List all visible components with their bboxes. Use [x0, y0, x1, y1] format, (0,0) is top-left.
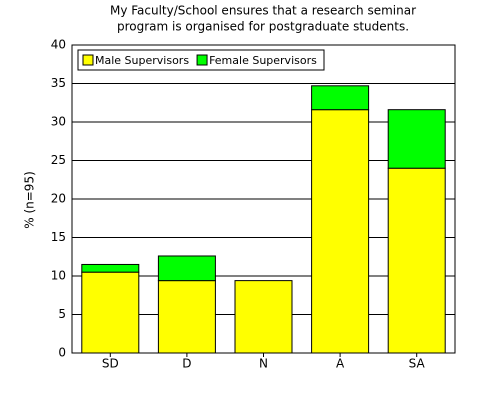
y-tick-label: 20 [51, 192, 66, 206]
bar-segment [157, 255, 216, 282]
y-tick-label: 5 [58, 307, 66, 321]
y-tick-label: 25 [51, 153, 66, 167]
bar-segment [81, 263, 140, 273]
bar-segment [157, 280, 216, 354]
y-tick-label: 15 [51, 230, 66, 244]
bar-segment [311, 85, 370, 111]
y-tick-label: 10 [51, 269, 66, 283]
chart-title: program is organised for postgraduate st… [117, 20, 409, 34]
x-tick-label: SD [102, 357, 119, 371]
y-tick-label: 0 [58, 346, 66, 360]
bar-segment [311, 109, 370, 354]
x-tick-label: SA [409, 357, 426, 371]
y-tick-label: 40 [51, 38, 66, 52]
y-tick-label: 35 [51, 76, 66, 90]
legend-swatch [196, 54, 208, 66]
x-tick-label: D [182, 357, 191, 371]
bar-segment [81, 271, 140, 354]
chart-title: My Faculty/School ensures that a researc… [110, 4, 416, 18]
y-tick-label: 30 [51, 115, 66, 129]
bar-segment [387, 167, 446, 354]
x-tick-label: N [259, 357, 268, 371]
x-tick-label: A [336, 357, 345, 371]
bar-segment [234, 280, 293, 354]
legend-label: Female Supervisors [209, 54, 317, 67]
legend-label: Male Supervisors [95, 54, 189, 67]
legend-swatch [82, 54, 94, 66]
bar-segment [387, 109, 446, 169]
plot-frame [71, 44, 456, 354]
y-axis-label: % (n=95) [23, 171, 37, 229]
